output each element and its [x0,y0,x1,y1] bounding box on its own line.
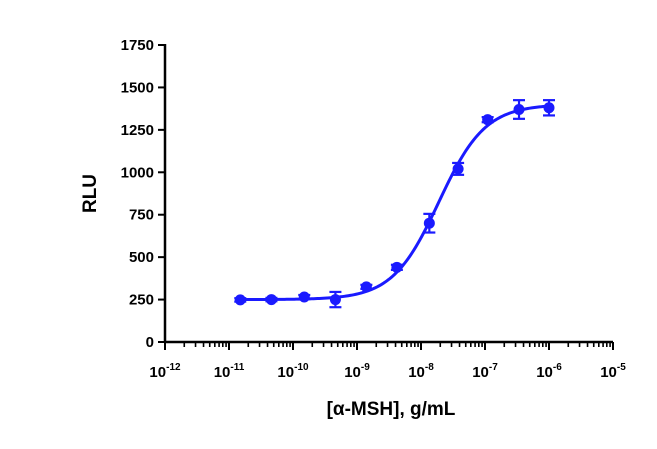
x-tick-label: 10-6 [536,362,562,381]
data-marker [391,261,403,273]
y-axis-title: RLU [80,174,101,213]
x-tick-label: 10-5 [600,362,626,381]
data-point [543,99,555,117]
data-point [329,290,342,309]
x-tick-label: 10-9 [344,362,370,381]
y-tick-label: 1000 [121,164,154,181]
data-point [360,281,373,293]
data-marker [234,294,246,306]
data-marker [543,102,555,114]
x-tick-label: 10-8 [408,362,434,381]
x-tick-label: 10-10 [277,362,309,381]
fit-curve [240,104,550,302]
data-marker [423,217,435,229]
y-tick-label: 0 [146,334,154,351]
data-marker [298,291,310,303]
x-tick-label: 10-12 [149,362,181,381]
y-tick-label: 1750 [121,37,154,54]
data-point [452,161,465,176]
data-marker [452,163,464,175]
y-tick-label: 250 [129,292,154,309]
x-tick-label: 10-7 [472,362,498,381]
y-tick-label: 500 [129,249,154,266]
y-tick-label: 750 [129,207,154,224]
data-marker [265,294,277,306]
data-points-layer [234,99,555,309]
data-marker [513,103,525,115]
data-point [513,99,526,120]
data-point [234,294,247,306]
data-point [298,291,311,303]
data-point [423,212,436,234]
data-marker [329,294,341,306]
data-point [390,261,403,273]
x-tick-label: 10-11 [214,362,245,381]
y-tick-label: 1500 [121,79,154,96]
y-tick-label: 1250 [121,122,154,139]
fit-curve-layer [240,104,550,302]
axes-layer: 0 250 500 750 1000 1250 1500 1750 10-12 10-11 10-1… [121,37,627,381]
data-marker [482,114,494,126]
data-point [265,294,278,306]
data-marker [360,281,372,293]
data-point [481,114,494,126]
x-axis-title: [α-MSH], g/mL [327,399,456,420]
